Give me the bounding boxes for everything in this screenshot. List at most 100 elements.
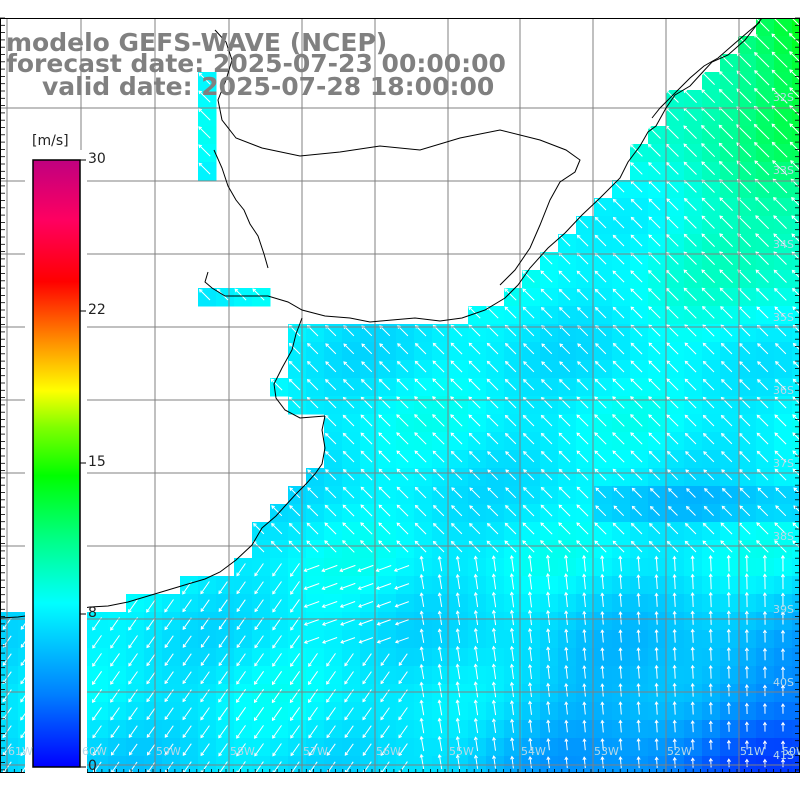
wind-arrow — [668, 488, 678, 498]
wind-arrow — [613, 505, 625, 517]
wind-arrow — [340, 637, 356, 644]
wind-arrow — [414, 468, 427, 481]
wind-arrow — [563, 554, 568, 572]
wind-arrow — [600, 647, 605, 661]
wind-arrow — [649, 505, 660, 516]
wind-arrow — [290, 743, 300, 757]
wind-arrow — [522, 522, 535, 535]
wind-arrow — [558, 450, 571, 463]
wind-arrow — [672, 701, 677, 715]
wind-arrow — [236, 725, 246, 739]
wind-arrow — [198, 144, 211, 157]
wind-arrow — [468, 396, 481, 409]
wind-arrow — [594, 396, 607, 409]
wind-arrow — [546, 591, 551, 608]
wind-arrow — [289, 487, 301, 499]
wind-arrow — [541, 379, 553, 391]
wind-arrow — [39, 780, 47, 792]
wind-arrow — [451, 469, 463, 481]
colorbar — [25, 150, 87, 775]
wind-arrow — [564, 682, 569, 697]
wind-arrow — [419, 699, 425, 716]
wind-arrow — [667, 469, 679, 481]
wind-arrow — [254, 581, 264, 595]
wind-arrow — [703, 505, 714, 516]
wind-arrow — [612, 342, 625, 355]
wind-arrow — [701, 269, 715, 283]
wind-arrow — [648, 540, 661, 553]
wind-arrow — [339, 601, 356, 608]
lon-label: 54W — [521, 745, 546, 758]
wind-arrow — [378, 414, 391, 427]
lon-label: 51W — [740, 745, 765, 758]
wind-arrow — [473, 663, 479, 680]
wind-arrow — [527, 554, 533, 572]
wind-arrow — [342, 504, 355, 517]
wind-speed-cell — [792, 558, 800, 577]
wind-arrow — [414, 432, 427, 445]
wind-arrow — [504, 378, 517, 391]
wind-arrow — [437, 573, 443, 590]
wind-arrow — [636, 555, 641, 572]
wind-arrow — [358, 637, 374, 644]
wind-arrow — [654, 555, 659, 572]
wind-arrow — [559, 379, 571, 391]
wind-arrow — [648, 288, 661, 301]
wind-arrow — [702, 540, 715, 553]
wind-arrow — [690, 701, 695, 715]
wind-arrow — [342, 414, 355, 427]
lat-label: 38S — [773, 530, 794, 543]
wind-arrow — [648, 360, 661, 373]
wind-arrow — [600, 665, 605, 679]
wind-arrow — [200, 653, 210, 666]
wind-arrow — [727, 777, 730, 785]
wind-arrow — [394, 619, 409, 626]
wind-arrow — [612, 360, 625, 373]
wind-arrow — [451, 523, 463, 535]
wind-arrow — [690, 592, 695, 608]
wind-arrow — [618, 573, 623, 590]
wind-arrow — [600, 738, 605, 751]
wind-arrow — [414, 360, 427, 373]
colorbar-tick-label: 22 — [88, 302, 106, 318]
wind-arrow — [450, 378, 463, 391]
wind-arrow — [774, 414, 787, 427]
wind-arrow — [321, 619, 338, 626]
wind-arrow — [745, 777, 748, 785]
wind-arrow — [234, 288, 247, 301]
wind-arrow — [92, 635, 102, 649]
wind-arrow — [708, 591, 713, 608]
wind-arrow — [361, 325, 373, 337]
wind-arrow — [455, 555, 461, 572]
wind-arrow — [666, 432, 679, 445]
wind-speed-cell — [756, 774, 775, 793]
wind-arrow — [468, 540, 481, 553]
wind-arrow — [128, 599, 139, 613]
wind-arrow — [432, 396, 445, 409]
wind-arrow — [414, 414, 427, 427]
wind-arrow — [432, 450, 445, 463]
wind-arrow — [762, 554, 767, 572]
wind-arrow — [756, 414, 769, 427]
wind-speed-cell — [432, 774, 451, 793]
wind-arrow — [648, 414, 661, 427]
wind-arrow — [702, 378, 715, 391]
wind-arrow — [419, 717, 425, 734]
wind-arrow — [540, 522, 553, 535]
wind-arrow — [362, 671, 372, 685]
wind-arrow — [540, 450, 553, 463]
colorbar-tick-label: 30 — [88, 151, 106, 167]
wind-arrow — [791, 197, 800, 207]
wind-arrow — [529, 775, 532, 786]
wind-arrow — [564, 591, 569, 608]
wind-arrow — [288, 396, 301, 409]
wind-arrow — [780, 573, 785, 590]
wind-arrow — [327, 780, 335, 791]
wind-arrow — [398, 743, 408, 757]
wind-arrow — [792, 288, 800, 297]
wind-arrow — [720, 342, 733, 355]
wind-speed-cell — [792, 108, 800, 127]
wind-arrow — [308, 653, 318, 667]
wind-arrow — [559, 343, 571, 355]
wind-speed-cell — [594, 774, 613, 793]
